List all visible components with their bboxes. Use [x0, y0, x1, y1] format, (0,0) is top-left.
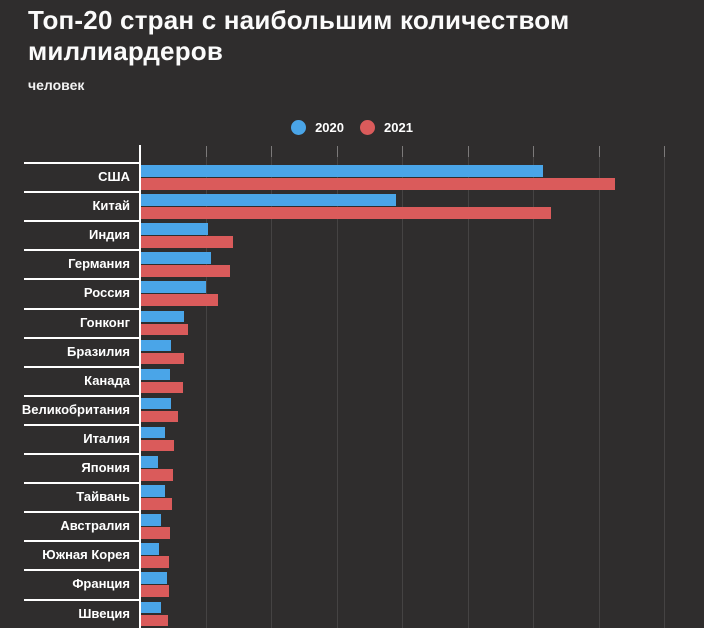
category-label-5: Россия — [83, 285, 130, 301]
bar-2020-Индия — [141, 223, 208, 235]
bar-2021-Россия — [141, 294, 218, 306]
legend: 2020 2021 — [0, 120, 704, 135]
row-separator — [24, 394, 139, 397]
axis-tick-200 — [271, 146, 272, 157]
category-label-4: Германия — [68, 256, 130, 272]
category-label-1: США — [98, 169, 130, 184]
row-separator — [24, 453, 139, 455]
bar-2021-Южная Корея — [141, 556, 170, 568]
bar-2020-Франция — [141, 572, 167, 584]
axis-tick-100 — [205, 146, 207, 157]
gridline-800 — [664, 146, 665, 628]
category-label-2: Китай — [92, 198, 130, 214]
axis-tick-800 — [664, 146, 665, 157]
bar-2021-Франция — [141, 585, 169, 597]
bar-2020-Тайвань — [141, 485, 165, 497]
bar-2020-Китай — [141, 194, 396, 206]
legend-2020-circle-icon — [291, 120, 307, 135]
bar-2021-Гонконг — [141, 323, 188, 335]
row-separator — [24, 540, 139, 543]
gridline-300 — [336, 146, 338, 628]
category-label-3: Индия — [88, 227, 130, 243]
bar-2020-Южная Корея — [141, 543, 160, 555]
category-label-11: Япония — [81, 460, 130, 475]
gridline-600 — [533, 146, 534, 628]
row-separator — [24, 278, 139, 281]
bar-2020-Австралия — [141, 514, 162, 526]
bar-2020-США — [141, 165, 544, 177]
bar-2021-Италия — [141, 439, 175, 452]
row-separator — [24, 365, 139, 368]
axis-tick-600 — [533, 146, 534, 157]
gridline-200 — [271, 146, 272, 628]
category-label-15: Франция — [72, 576, 130, 592]
bar-2021-Австралия — [141, 527, 170, 539]
bar-2020-Великобритания — [141, 397, 171, 410]
legend-item-2021: 2021 — [360, 120, 413, 135]
row-separator — [24, 336, 139, 339]
category-label-13: Австралия — [60, 518, 130, 534]
gridline-400 — [402, 146, 403, 628]
legend-label: 2020 — [315, 120, 344, 135]
bar-2020-Гонконг — [141, 310, 185, 322]
gridline-100 — [205, 146, 207, 628]
category-label-9: Великобритания — [21, 401, 130, 417]
bar-2020-Италия — [141, 426, 165, 439]
legend-item-2020: 2020 — [291, 120, 344, 135]
axis-tick-400 — [402, 146, 403, 157]
y-axis-line — [139, 145, 141, 628]
row-separator — [24, 482, 139, 485]
category-label-10: Италия — [83, 430, 130, 446]
category-label-14: Южная Корея — [42, 547, 130, 563]
bar-2021-Великобритания — [141, 410, 178, 423]
row-separator — [24, 598, 139, 601]
bar-2020-Япония — [141, 456, 158, 468]
bar-2020-Россия — [141, 281, 206, 293]
row-separator — [24, 220, 139, 223]
bar-2021-Канада — [141, 381, 183, 394]
row-separator — [24, 307, 139, 310]
bar-2020-Канада — [141, 368, 170, 381]
bar-2021-Швеция — [141, 614, 168, 626]
row-separator — [24, 511, 139, 514]
legend-2021-circle-icon — [360, 120, 375, 135]
bar-2021-Индия — [141, 236, 233, 248]
legend-label: 2021 — [384, 120, 413, 135]
row-separator — [24, 191, 139, 194]
bar-2021-Германия — [141, 265, 231, 277]
bar-2021-Китай — [141, 207, 551, 219]
row-separator — [24, 423, 139, 426]
gridline-700 — [598, 146, 600, 628]
bar-2021-Япония — [141, 469, 174, 481]
chart-subtitle: человек — [28, 77, 85, 93]
category-label-12: Тайвань — [76, 489, 130, 505]
row-separator — [24, 569, 139, 572]
row-separator — [24, 249, 139, 252]
axis-tick-300 — [336, 146, 338, 157]
chart-title: Топ-20 стран с наибольшим количеством ми… — [28, 5, 570, 66]
category-label-7: Бразилия — [67, 343, 130, 359]
gridline-500 — [467, 146, 469, 628]
bar-2020-Швеция — [141, 601, 162, 613]
axis-tick-700 — [598, 146, 600, 157]
bar-2021-США — [141, 178, 616, 190]
category-label-8: Канада — [84, 372, 130, 388]
row-separator — [24, 162, 139, 164]
axis-tick-500 — [467, 146, 469, 157]
bar-2020-Германия — [141, 252, 212, 264]
bar-2021-Бразилия — [141, 352, 184, 365]
bar-2021-Тайвань — [141, 498, 172, 510]
category-label-16: Швеция — [78, 605, 130, 621]
bar-2020-Бразилия — [141, 339, 171, 352]
category-label-6: Гонконг — [79, 314, 130, 330]
